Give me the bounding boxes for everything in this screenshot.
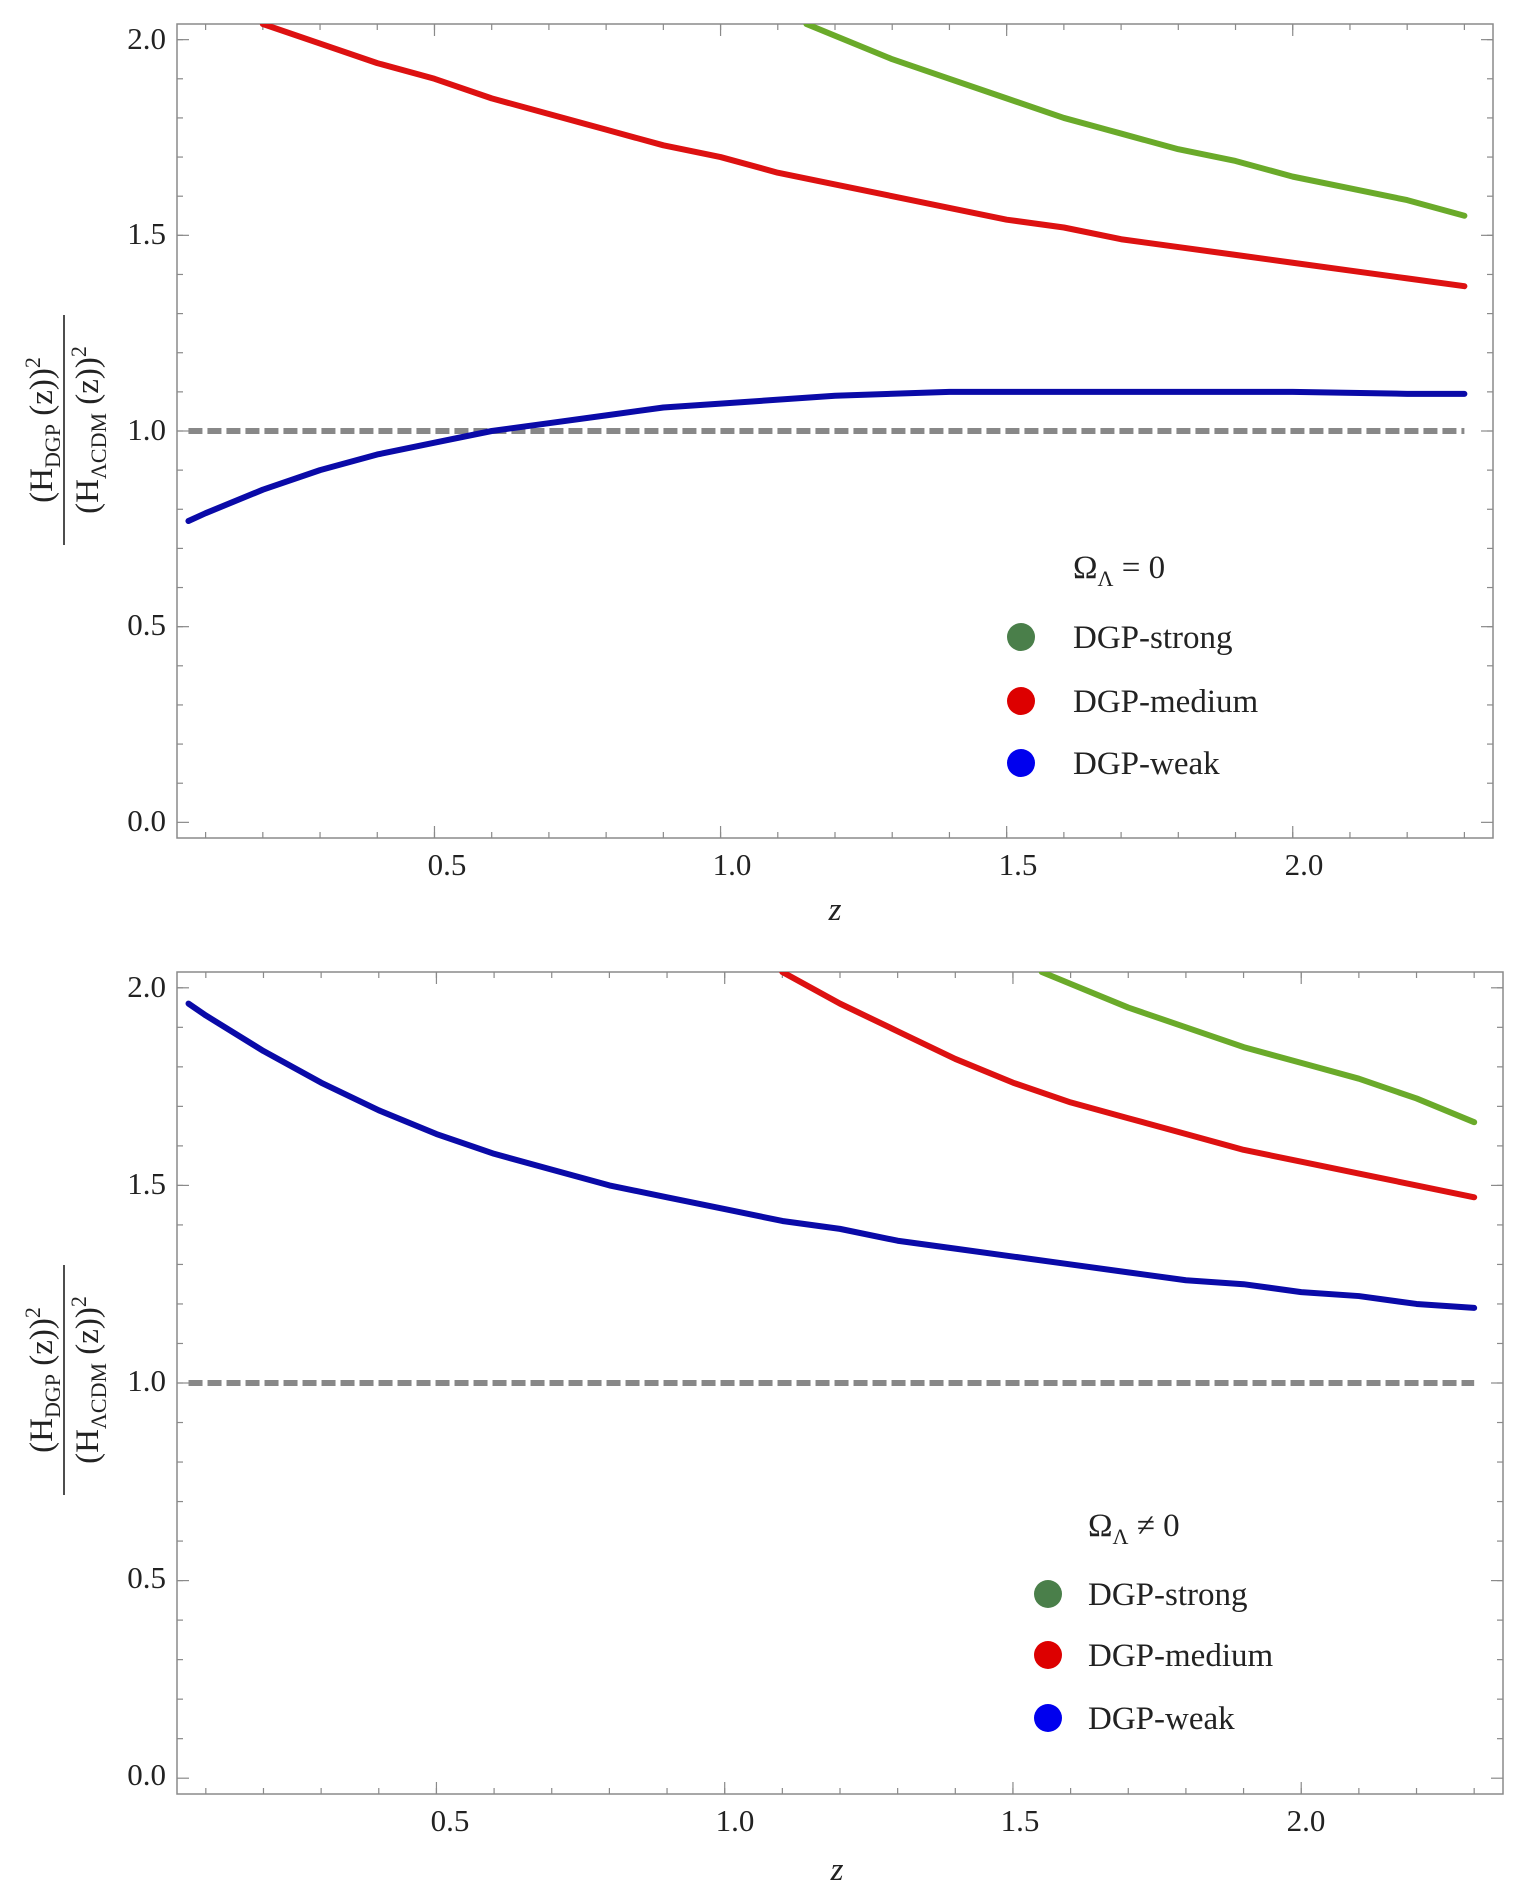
y-axis: 0.0 0.5 1.0 1.5 2.0 bbox=[127, 21, 166, 838]
x-tick-label: 1.5 bbox=[1001, 1803, 1040, 1838]
legend-marker-weak bbox=[1007, 749, 1035, 777]
x-axis-title: z bbox=[830, 1852, 844, 1888]
svg-text:(HDGP (z))2: (HDGP (z))2 bbox=[20, 357, 65, 503]
x-tick-label: 0.5 bbox=[428, 847, 467, 882]
y-tick-label: 1.5 bbox=[127, 216, 166, 251]
y-tick-label: 0.0 bbox=[127, 803, 166, 838]
x-tick-label: 1.5 bbox=[999, 847, 1038, 882]
x-tick-label: 2.0 bbox=[1285, 847, 1324, 882]
x-axis: 0.5 1.0 1.5 2.0 bbox=[428, 847, 1324, 882]
x-tick-label-0: 0.5 bbox=[428, 847, 467, 882]
legend-label-weak: DGP-weak bbox=[1088, 1701, 1235, 1737]
y-tick-label: 2.0 bbox=[127, 969, 166, 1004]
y-tick-label: 1.0 bbox=[127, 412, 166, 447]
legend: ΩΛ ≠ 0 DGP-strong DGP-medium DGP-weak bbox=[1034, 1508, 1273, 1737]
y-axis-title: (HDGP (z))2 (HΛCDM (z))2 bbox=[20, 1265, 111, 1495]
legend-marker-weak bbox=[1034, 1704, 1062, 1732]
x-tick-label: 1.0 bbox=[713, 847, 752, 882]
legend-label-medium: DGP-medium bbox=[1088, 1638, 1273, 1674]
y-axis: 0.0 0.5 1.0 1.5 2.0 bbox=[127, 969, 166, 1792]
y-axis-title: (HDGP (z))2 (HΛCDM (z))2 bbox=[20, 315, 111, 545]
series-line-dgp-weak bbox=[185, 1000, 1478, 1311]
series-line-dgp-medium bbox=[779, 972, 1478, 1201]
legend-label-strong: DGP-strong bbox=[1073, 620, 1233, 656]
legend: ΩΛ = 0 DGP-strong DGP-medium DGP-weak bbox=[1007, 550, 1258, 782]
y-tick-label: 0.0 bbox=[127, 1757, 166, 1792]
legend-title: ΩΛ ≠ 0 bbox=[1088, 1508, 1180, 1549]
series-line-dgp-strong bbox=[1038, 972, 1478, 1126]
legend-label-weak: DGP-weak bbox=[1073, 746, 1220, 782]
legend-label-strong: DGP-strong bbox=[1088, 1577, 1248, 1613]
legend-title: ΩΛ = 0 bbox=[1073, 550, 1165, 591]
legend-marker-medium bbox=[1007, 687, 1035, 715]
svg-text:(HΛCDM (z))2: (HΛCDM (z))2 bbox=[66, 1296, 111, 1464]
x-tick-label: 2.0 bbox=[1287, 1803, 1326, 1838]
chart-top: 0.5 1.0 1.5 2.0 0.0 0.5 1.0 1.5 2.0 z (H… bbox=[20, 21, 1494, 928]
legend-marker-strong bbox=[1034, 1580, 1062, 1608]
svg-text:(HDGP (z))2: (HDGP (z))2 bbox=[20, 1307, 65, 1453]
chart-marks bbox=[177, 972, 1503, 1794]
svg-text:(HΛCDM (z))2: (HΛCDM (z))2 bbox=[66, 346, 111, 514]
chart-marks bbox=[177, 24, 1493, 838]
y-tick-label: 2.0 bbox=[127, 21, 166, 56]
series-line-dgp-medium bbox=[259, 24, 1468, 290]
legend-marker-medium bbox=[1034, 1641, 1062, 1669]
series-line-dgp-weak bbox=[185, 388, 1468, 525]
legend-marker-strong bbox=[1007, 623, 1035, 651]
y-tick-label: 1.0 bbox=[127, 1363, 166, 1398]
x-axis-title: z bbox=[828, 892, 842, 928]
y-tick-label: 0.5 bbox=[127, 607, 166, 642]
series-line-dgp-strong bbox=[803, 24, 1468, 219]
y-tick-label: 1.5 bbox=[127, 1166, 166, 1201]
x-axis: 0.5 1.0 1.5 2.0 bbox=[431, 1803, 1326, 1838]
chart-bottom: 0.5 1.0 1.5 2.0 0.0 0.5 1.0 1.5 2.0 z (H… bbox=[20, 969, 1504, 1888]
legend-label-medium: DGP-medium bbox=[1073, 684, 1258, 720]
y-tick-label: 0.5 bbox=[127, 1560, 166, 1595]
x-tick-label: 1.0 bbox=[716, 1803, 755, 1838]
x-tick-label: 0.5 bbox=[431, 1803, 470, 1838]
